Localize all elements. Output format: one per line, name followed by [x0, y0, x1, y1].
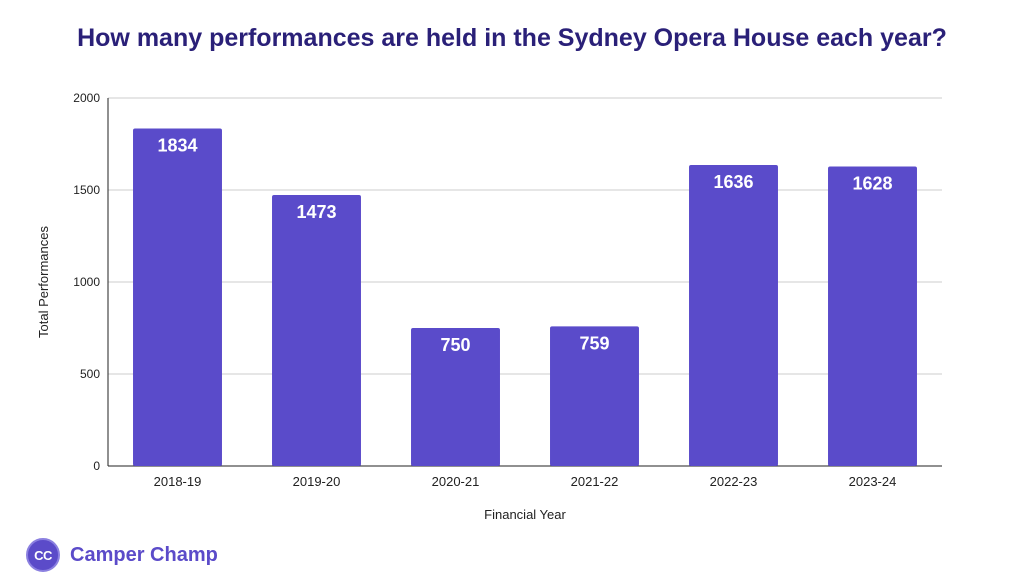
bar — [133, 128, 222, 466]
bar — [272, 194, 361, 466]
y-tick-label: 1500 — [73, 183, 100, 197]
brand-name: Camper Champ — [70, 543, 218, 566]
y-axis-title: Total Performances — [36, 226, 51, 338]
y-tick-label: 2000 — [73, 91, 100, 105]
x-tick-label: 2018-19 — [154, 474, 202, 489]
x-tick-label: 2020-21 — [432, 474, 480, 489]
bar — [828, 166, 917, 466]
brand-logo-icon: CC — [26, 538, 60, 572]
data-label: 1636 — [713, 172, 753, 192]
data-label: 1834 — [157, 136, 197, 156]
y-tick-label: 0 — [93, 459, 100, 473]
y-tick-label: 1000 — [73, 275, 100, 289]
data-label: 759 — [579, 333, 609, 353]
bar — [411, 328, 500, 466]
x-tick-label: 2023-24 — [849, 474, 897, 489]
data-label: 750 — [440, 335, 470, 355]
bar — [550, 326, 639, 466]
x-tick-label: 2019-20 — [293, 474, 341, 489]
data-label: 1628 — [852, 173, 892, 193]
brand[interactable]: CC Camper Champ — [26, 536, 218, 574]
bar — [689, 164, 778, 466]
y-tick-label: 500 — [80, 367, 100, 381]
data-label: 1473 — [296, 202, 336, 222]
x-axis-title: Financial Year — [484, 507, 566, 522]
chart-title: How many performances are held in the Sy… — [77, 24, 947, 52]
x-tick-label: 2021-22 — [571, 474, 619, 489]
x-tick-label: 2022-23 — [710, 474, 758, 489]
